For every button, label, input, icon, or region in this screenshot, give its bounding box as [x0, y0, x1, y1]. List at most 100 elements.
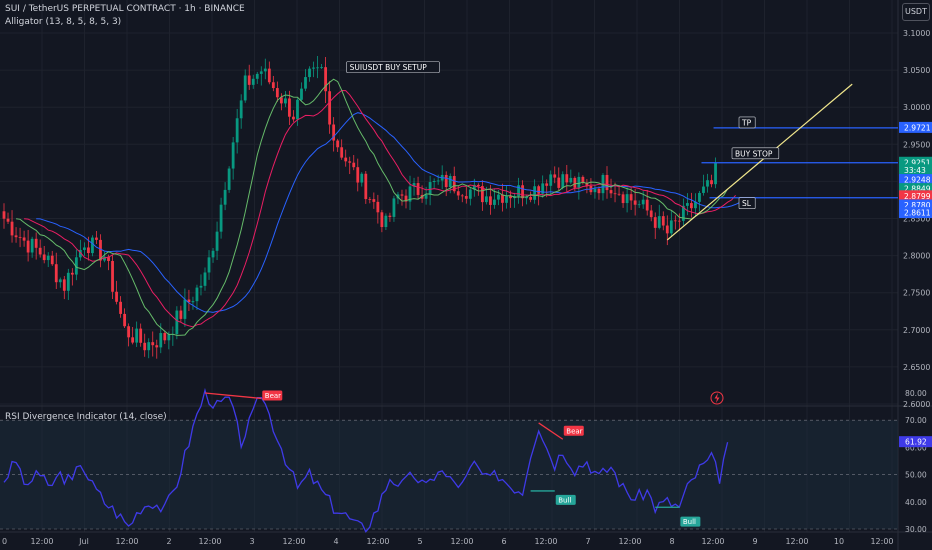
candle [227, 166, 231, 193]
candle [127, 323, 131, 347]
candle-body [412, 183, 416, 187]
candle [2, 203, 6, 229]
candle [529, 191, 533, 203]
candle [271, 75, 275, 92]
alligator-jaw [36, 112, 748, 313]
divergence-label-bg [680, 516, 701, 527]
candle-body [267, 68, 271, 83]
candle-body [131, 337, 135, 343]
candle [203, 267, 207, 291]
time-tick-label: 12:00 [785, 537, 808, 546]
candle-body [304, 77, 307, 89]
candle [58, 277, 62, 288]
candle [686, 193, 689, 216]
candle [231, 137, 235, 180]
price-label-text: 2.8799 [904, 192, 931, 201]
price-tick-label: 2.6500 [903, 363, 930, 372]
candle-body [661, 216, 665, 226]
candle [605, 166, 609, 199]
candle-body [46, 255, 50, 261]
candle [26, 229, 30, 262]
candle-body [448, 176, 452, 188]
candle [525, 194, 528, 205]
candle-body [416, 183, 420, 195]
candle [22, 230, 26, 247]
annotation-box [738, 116, 756, 129]
candle-body [251, 78, 255, 85]
annotation-text: SUIUSDT BUY SETUP [350, 63, 428, 72]
time-tick-label: 5 [417, 537, 422, 546]
candle-body [710, 180, 713, 185]
price-label-bg [899, 190, 932, 202]
candle [211, 248, 215, 263]
price-label-bg [899, 174, 932, 186]
candle [300, 82, 303, 102]
candle [219, 197, 223, 239]
candle [476, 183, 480, 196]
time-axis: 0 12:00 Jul 12:00 2 12:00 3 12:00 4 12:00 5 12:00 6 1… [2, 537, 894, 546]
candle [78, 239, 82, 261]
candles [2, 55, 717, 359]
candle-body [480, 186, 484, 203]
candle [553, 166, 557, 184]
candle [677, 213, 681, 231]
candle [444, 171, 448, 197]
candle [183, 288, 187, 327]
candle-body [22, 237, 26, 241]
symbol-title: SUI / TetherUS PERPETUAL CONTRACT · 1h ·… [5, 4, 245, 14]
candle-body [706, 180, 709, 187]
candle [292, 110, 295, 122]
lightning-icon [710, 391, 724, 405]
time-tick-label: 12:00 [534, 537, 557, 546]
candle-body [219, 204, 223, 232]
candle-body [344, 157, 348, 162]
rsi-tick-label: 40.00 [905, 498, 927, 507]
divergence-label-bg [262, 390, 283, 401]
candle [324, 56, 327, 104]
candle-body [613, 193, 617, 195]
candle-body [456, 191, 460, 196]
candle [312, 61, 315, 78]
candle-body [460, 195, 464, 197]
candle [348, 156, 352, 175]
price-label-text: 2.8780 [904, 201, 931, 210]
candle-body [207, 257, 211, 273]
candle-body [199, 285, 203, 288]
candle [665, 215, 669, 246]
rsi-line [3, 387, 729, 533]
candle-body [565, 174, 569, 183]
annotation-text: TP [741, 118, 752, 127]
candle-body [633, 200, 637, 205]
candle [207, 250, 211, 280]
candle-body [629, 194, 633, 201]
candle [625, 187, 629, 213]
candle [340, 139, 344, 160]
candle-body [279, 97, 283, 104]
candle-body [485, 196, 488, 203]
candle [416, 176, 420, 200]
candle-body [521, 185, 524, 199]
annotation-box [346, 61, 440, 73]
candle [103, 251, 106, 263]
candle-body [605, 174, 609, 191]
candle-body [476, 184, 480, 187]
candle-body [300, 88, 303, 100]
candle [673, 215, 677, 230]
candle [710, 174, 713, 188]
candle [621, 191, 625, 208]
price-label: 2.8611 [899, 207, 932, 219]
currency-button[interactable]: USDT [902, 3, 930, 21]
rsi-tick-label: 80.00 [905, 389, 927, 398]
candle [191, 296, 195, 310]
candle [18, 227, 22, 248]
candle-body [54, 264, 58, 283]
candle-body [681, 205, 685, 221]
candle-body [111, 260, 114, 292]
candle-body [211, 250, 215, 258]
candle-body [428, 182, 432, 195]
price-tick-label: 3.1000 [903, 29, 930, 38]
candle-body [698, 192, 701, 202]
price-label: 2.8780 [899, 199, 932, 211]
candle-body [714, 162, 717, 185]
